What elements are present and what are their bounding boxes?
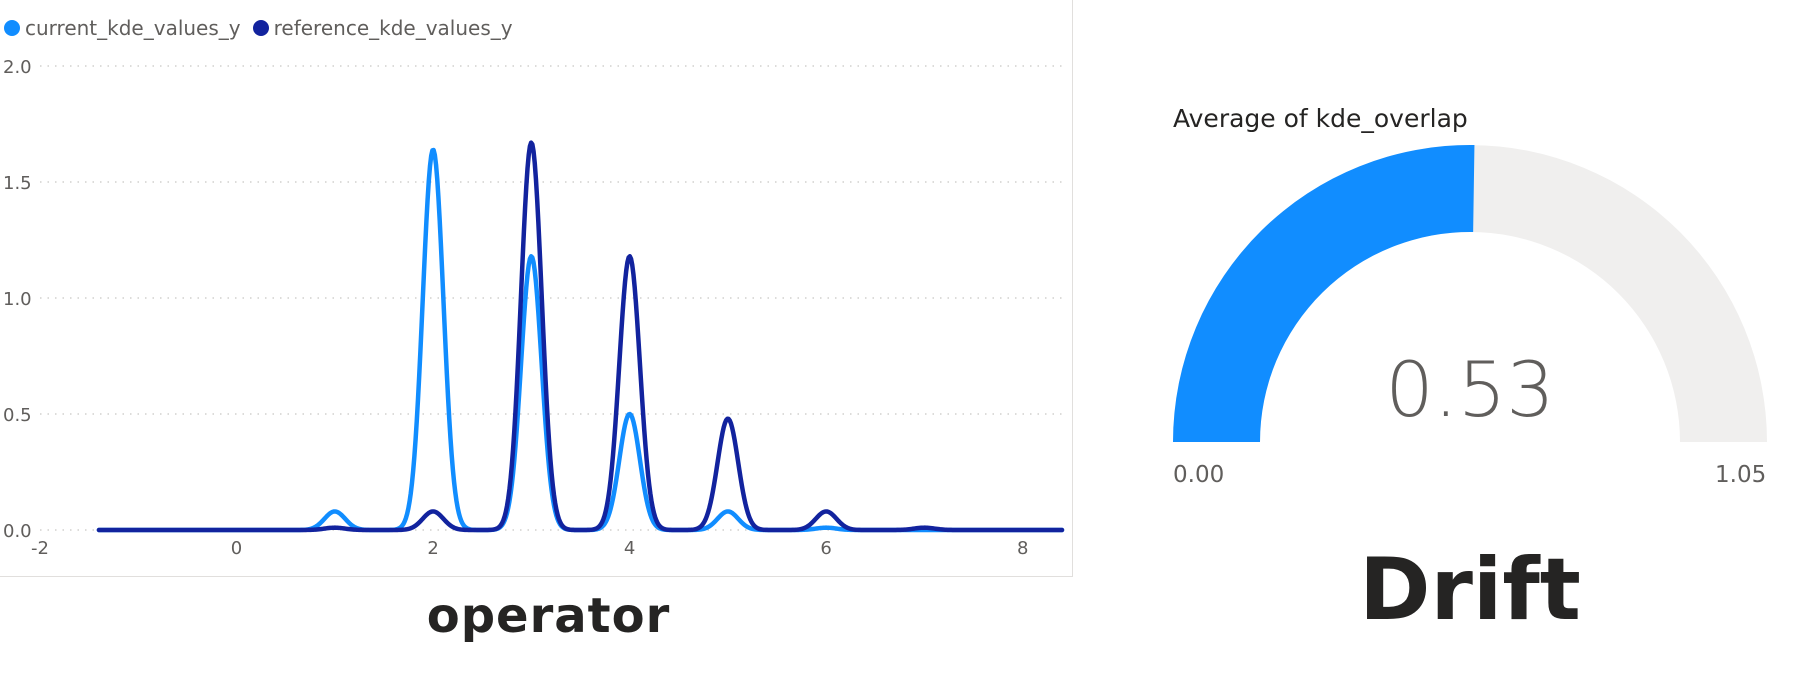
chart-caption: operator	[426, 588, 671, 644]
y-tick-label: 0.0	[3, 521, 32, 542]
legend-label-reference: reference_kde_values_y	[273, 16, 513, 40]
chart-legend: current_kde_values_y reference_kde_value…	[4, 16, 525, 40]
x-tick-label: -2	[31, 538, 49, 559]
y-tick-label: 2.0	[3, 57, 32, 78]
gauge-min-label: 0.00	[1173, 462, 1225, 488]
legend-dot-current	[4, 20, 20, 36]
legend-item-reference[interactable]: reference_kde_values_y	[252, 16, 513, 40]
y-tick-label: 0.5	[3, 405, 32, 426]
x-tick-label: 4	[624, 538, 635, 559]
x-tick-label: 2	[427, 538, 438, 559]
legend-dot-reference	[252, 20, 269, 36]
kde-line-chart: 0.0 0.5 1.0 1.5 2.0 -2 0 2 4 6 8	[3, 57, 1065, 559]
drift-label: Drift	[1359, 540, 1581, 640]
y-tick-label: 1.0	[3, 289, 32, 310]
x-tick-label: 0	[231, 538, 242, 559]
x-tick-label: 8	[1017, 538, 1028, 559]
legend-item-current[interactable]: current_kde_values_y	[4, 16, 241, 40]
x-tick-label: 6	[820, 538, 831, 559]
series-line-current[interactable]	[96, 147, 1065, 533]
kde-chart-panel: 0.0 0.5 1.0 1.5 2.0 -2 0 2 4 6 8 current_kde_value…	[0, 0, 1073, 577]
y-tick-label: 1.5	[3, 173, 32, 194]
legend-label-current: current_kde_values_y	[25, 16, 241, 40]
gauge-fill[interactable]	[1173, 145, 1475, 442]
gauge-max-label: 1.05	[1715, 462, 1767, 488]
gauge-chart	[1173, 145, 1767, 442]
gauge-title: Average of kde_overlap	[1173, 104, 1468, 133]
gauge-value: 0.53	[1385, 345, 1555, 434]
series-line-reference[interactable]	[96, 140, 1065, 533]
